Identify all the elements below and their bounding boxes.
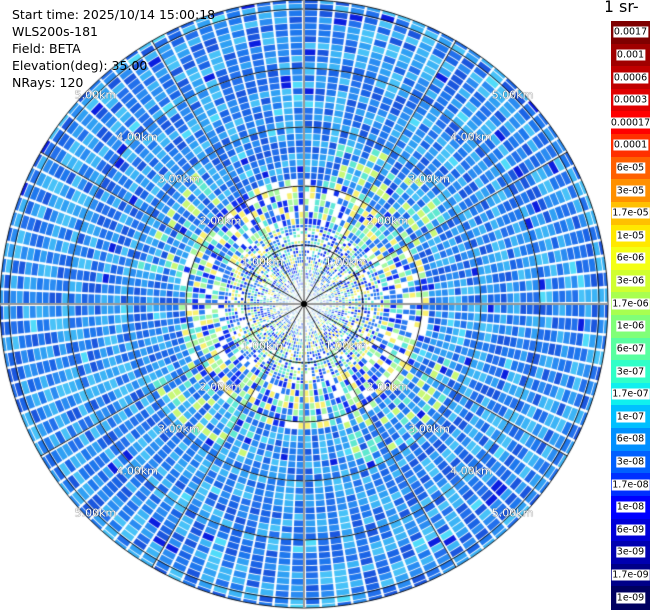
range-ring-label: 3.00km xyxy=(158,422,200,436)
nrays-text: NRays: 120 xyxy=(12,75,84,90)
colorbar-segment: 3e-07 xyxy=(611,360,650,384)
colorbar-segment: 0.00017 xyxy=(609,111,650,135)
colorbar-tick-label: 3e-07 xyxy=(615,366,646,378)
colorbar-tick-label: 1e-09 xyxy=(615,592,646,604)
colorbar-tick-label: 1e-07 xyxy=(615,411,646,423)
colorbar-segment: 6e-07 xyxy=(611,337,650,361)
range-ring-label: 2.00km xyxy=(199,380,242,394)
colorbar-tick-label: 6e-07 xyxy=(615,343,646,355)
colorbar-tick-label: 6e-08 xyxy=(615,433,646,445)
colorbar-tick-label: 1.7e-08 xyxy=(611,479,650,491)
colorbar-segment: 1e-09 xyxy=(611,586,650,610)
range-ring-label: 3.00km xyxy=(158,172,200,186)
colorbar-tick-label: 3e-09 xyxy=(615,546,646,558)
colorbar-segment: 0.001 xyxy=(611,43,650,67)
colorbar-tick-label: 3e-08 xyxy=(615,456,646,468)
colorbar-tick-label: 0.0017 xyxy=(612,26,649,38)
colorbar-tick-label: 1.7e-06 xyxy=(611,298,650,310)
colorbar-segment: 6e-08 xyxy=(611,428,650,452)
colorbar-segment: 3e-05 xyxy=(611,179,650,203)
colorbar-tick-label: 1e-06 xyxy=(615,320,646,332)
colorbar-segment: 6e-05 xyxy=(611,156,650,180)
range-ring-label: 4.00km xyxy=(116,130,158,144)
range-ring-label: 1.00km xyxy=(324,339,367,353)
range-ring-label: 2.00km xyxy=(366,214,409,228)
colorbar-segment: 1.7e-09 xyxy=(611,563,650,587)
colorbar-segment: 0.0006 xyxy=(611,66,650,90)
colorbar-segment: 3e-08 xyxy=(611,450,650,474)
colorbar-segment: 1.7e-08 xyxy=(611,473,650,497)
range-ring-label: 2.00km xyxy=(199,214,242,228)
range-ring-label: 4.00km xyxy=(116,464,158,478)
colorbar-tick-label: 6e-09 xyxy=(615,524,646,536)
elevation-text: Elevation(deg): 35.00 xyxy=(12,58,148,73)
range-ring-label: 2.00km xyxy=(366,380,409,394)
colorbar-tick-label: 6e-06 xyxy=(615,252,646,264)
instrument-text: WLS200s-181 xyxy=(12,24,98,39)
colorbar-tick-label: 0.001 xyxy=(615,49,646,61)
range-ring-label: 5.00km xyxy=(491,506,534,520)
colorbar-tick-label: 1e-08 xyxy=(615,501,646,513)
colorbar-tick-label: 0.0003 xyxy=(612,94,649,106)
range-ring-label: 1.00km xyxy=(324,255,367,269)
range-ring-label: 1.00km xyxy=(241,255,284,269)
range-ring-label: 1.00km xyxy=(241,339,284,353)
colorbar-segment: 3e-09 xyxy=(611,541,650,565)
colorbar-segment: 1.7e-06 xyxy=(611,292,650,316)
colorbar-tick-label: 6e-05 xyxy=(615,162,646,174)
colorbar-segment: 0.0003 xyxy=(611,88,650,113)
colorbar-segment: 1.7e-05 xyxy=(611,201,650,226)
scan-info: Start time: 2025/10/14 15:00:18 WLS200s-… xyxy=(12,6,215,91)
colorbar-tick-label: 1.7e-05 xyxy=(611,207,650,219)
colorbar-segment: 1e-05 xyxy=(611,224,650,248)
range-ring-label: 3.00km xyxy=(408,422,450,436)
colorbar-tick-label: 3e-05 xyxy=(615,185,646,197)
colorbar-tick-label: 1e-05 xyxy=(615,230,646,242)
colorbar-tick-label: 0.0006 xyxy=(612,72,649,84)
colorbar-tick-label: 1.7e-09 xyxy=(611,569,650,581)
colorbar-segment: 1e-06 xyxy=(611,315,650,339)
colorbar-segment: 6e-09 xyxy=(611,518,650,542)
field-text: Field: BETA xyxy=(12,41,81,56)
colorbar-tick-label: 0.0001 xyxy=(612,139,649,151)
range-ring-label: 5.00km xyxy=(74,88,117,102)
range-ring-label: 4.00km xyxy=(450,130,492,144)
colorbar-segment: 1e-08 xyxy=(611,495,650,520)
colorbar-segment: 6e-06 xyxy=(611,247,650,271)
colorbar-segment: 1e-07 xyxy=(611,405,650,429)
colorbar: 0.0017 0.001 0.0006 0.0003 0.00017 0.0001 6e-0… xyxy=(609,21,650,610)
colorbar-unit-title: -1 sr- xyxy=(606,0,639,16)
colorbar-tick-label: 1.7e-07 xyxy=(611,388,650,400)
range-ring-label: 3.00km xyxy=(408,172,450,186)
colorbar-tick-label: 3e-06 xyxy=(615,275,646,287)
start-time-text: Start time: 2025/10/14 15:00:18 xyxy=(12,7,216,22)
range-ring-label: 5.00km xyxy=(491,88,534,102)
colorbar-segment: 3e-06 xyxy=(611,269,650,293)
colorbar-segment: 0.0017 xyxy=(611,21,650,45)
colorbar-segment: 0.0001 xyxy=(611,134,650,158)
colorbar-segment: 1.7e-07 xyxy=(611,382,650,407)
range-ring-label: 5.00km xyxy=(74,506,117,520)
range-ring-label: 4.00km xyxy=(450,464,492,478)
colorbar-tick-label: 0.00017 xyxy=(609,117,650,129)
